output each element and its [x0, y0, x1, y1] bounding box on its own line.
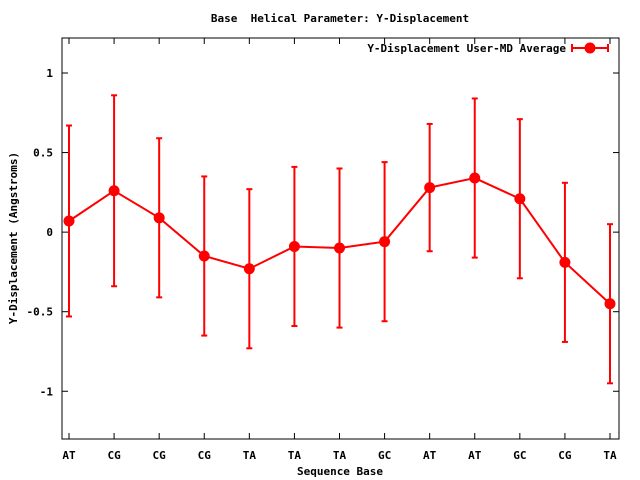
data-point — [604, 298, 616, 310]
data-point — [63, 215, 75, 227]
legend-label: Y-Displacement User-MD Average — [367, 42, 566, 55]
y-axis: -1 -0.5 0 0.5 1 — [27, 67, 619, 398]
x-tick-label: AT — [468, 449, 482, 462]
y-tick-label: -1 — [40, 385, 54, 398]
y-tick-label: 0 — [46, 226, 53, 239]
chart-title: Base Helical Parameter: Y-Displacement — [211, 12, 469, 25]
data-point — [153, 212, 165, 224]
x-tick-label: TA — [288, 449, 302, 462]
data-point — [559, 256, 571, 268]
data-point — [469, 172, 481, 184]
series-layer — [63, 94, 616, 385]
y-axis-label: Y-Displacement (Angstroms) — [7, 152, 20, 324]
y-tick-label: 0.5 — [33, 147, 53, 160]
x-tick-label: CG — [558, 449, 572, 462]
x-tick-label: AT — [62, 449, 76, 462]
x-tick-label: AT — [423, 449, 437, 462]
x-tick-label: TA — [243, 449, 257, 462]
y-tick-label: 1 — [46, 67, 53, 80]
x-tick-label: CG — [107, 449, 121, 462]
y-tick-label: -0.5 — [27, 306, 54, 319]
x-tick-label: TA — [333, 449, 347, 462]
data-point — [379, 236, 391, 248]
data-point — [108, 185, 120, 197]
data-point — [424, 182, 436, 194]
data-point — [334, 242, 345, 254]
data-point — [514, 193, 526, 205]
x-tick-label: GC — [378, 449, 391, 462]
legend: Y-Displacement User-MD Average — [367, 42, 609, 55]
x-tick-label: GC — [513, 449, 526, 462]
plot-frame — [61, 37, 620, 440]
data-point — [198, 250, 210, 262]
x-axis: AT CG CG CG TA TA TA GC AT AT GC CG TA — [62, 38, 617, 462]
data-point — [243, 263, 255, 275]
x-tick-label: CG — [198, 449, 212, 462]
x-axis-label: Sequence Base — [297, 465, 383, 478]
data-point — [288, 240, 300, 252]
x-tick-label: TA — [603, 449, 617, 462]
x-tick-label: CG — [153, 449, 167, 462]
legend-marker — [584, 42, 596, 54]
